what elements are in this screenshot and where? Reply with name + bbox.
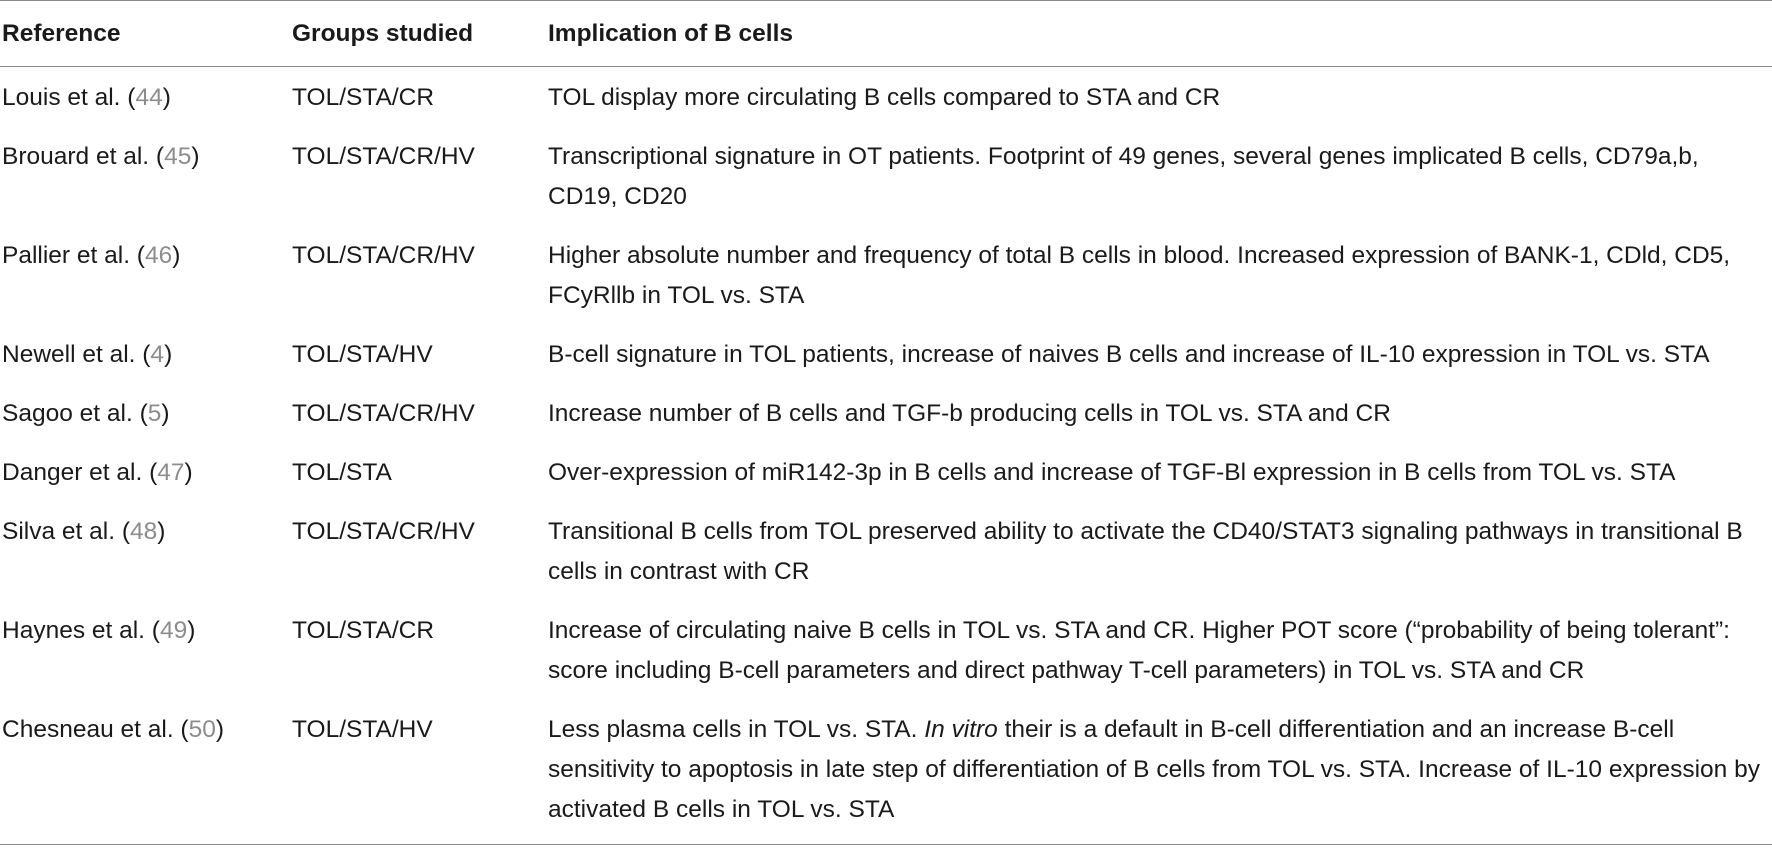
table-header: Reference Groups studied Implication of …: [0, 0, 1772, 67]
header-reference: Reference: [2, 19, 121, 47]
reference-cell: Brouard et al. (45): [0, 126, 292, 225]
reference-link[interactable]: 44: [135, 84, 163, 111]
header-implication: Implication of B cells: [548, 19, 794, 47]
author-text: Newell et al. (: [2, 341, 151, 368]
reference-cell: Louis et al. (44): [0, 67, 292, 127]
implication-text: Less plasma cells in TOL vs. STA.: [548, 716, 925, 743]
groups-cell: TOL/STA/CR/HV: [292, 143, 475, 170]
table-row: Sagoo et al. (5) TOL/STA/CR/HV Increase …: [0, 383, 1772, 442]
groups-cell: TOL/STA/CR: [292, 617, 435, 644]
groups-cell: TOL/STA/CR/HV: [292, 242, 475, 269]
implication-cell: Increase number of B cells and TGF-b pro…: [548, 400, 1391, 427]
ref-close: ): [161, 400, 170, 427]
implication-cell: Transitional B cells from TOL preserved …: [548, 518, 1743, 585]
implication-text: their is a default in B-cell differentia…: [548, 716, 1760, 823]
author-text: Haynes et al. (: [2, 617, 160, 644]
reference-link[interactable]: 48: [130, 518, 158, 545]
reference-link[interactable]: 47: [157, 459, 185, 486]
reference-cell: Silva et al. (48): [0, 501, 292, 600]
reference-link[interactable]: 4: [150, 341, 165, 368]
reference-link[interactable]: 46: [144, 242, 173, 269]
groups-cell: TOL/STA: [292, 459, 392, 486]
reference-cell: Sagoo et al. (5): [0, 383, 292, 442]
implication-cell: Higher absolute number and frequency of …: [548, 242, 1731, 309]
table-row: Louis et al. (44) TOL/STA/CR TOL display…: [0, 67, 1772, 127]
groups-cell: TOL/STA/CR/HV: [292, 518, 475, 545]
reference-cell: Chesneau et al. (50): [0, 699, 292, 845]
ref-close: ): [162, 84, 171, 111]
author-text: Chesneau et al. (: [2, 716, 189, 743]
ref-close: ): [172, 242, 181, 269]
table-row: Newell et al. (4) TOL/STA/HV B-cell sign…: [0, 324, 1772, 383]
author-text: Pallier et al. (: [2, 242, 145, 269]
ref-close: ): [187, 617, 196, 644]
reference-link[interactable]: 45: [164, 143, 192, 170]
reference-cell: Newell et al. (4): [0, 324, 292, 383]
ref-close: ): [184, 459, 193, 486]
implication-cell: B-cell signature in TOL patients, increa…: [548, 341, 1710, 368]
reference-link[interactable]: 50: [188, 716, 216, 743]
implication-cell: Less plasma cells in TOL vs. STA. In vit…: [544, 699, 1772, 845]
reference-cell: Pallier et al. (46): [0, 225, 292, 324]
ref-close: ): [157, 518, 166, 545]
implication-cell: Over-expression of miR142-3p in B cells …: [548, 459, 1676, 486]
implication-cell: Transcriptional signature in OT patients…: [548, 143, 1699, 210]
author-text: Louis et al. (: [2, 84, 136, 111]
table-row: Silva et al. (48) TOL/STA/CR/HV Transiti…: [0, 501, 1772, 600]
author-text: Danger et al. (: [2, 459, 158, 486]
header-row: Reference Groups studied Implication of …: [0, 0, 1772, 67]
table-row: Chesneau et al. (50) TOL/STA/HV Less pla…: [0, 699, 1772, 845]
author-text: Sagoo et al. (: [2, 400, 148, 427]
reference-cell: Haynes et al. (49): [0, 600, 292, 699]
implication-italic-text: In vitro: [924, 716, 998, 743]
header-groups-studied: Groups studied: [292, 19, 474, 47]
ref-close: ): [215, 716, 225, 743]
groups-cell: TOL/STA/HV: [292, 341, 433, 368]
reference-link[interactable]: 49: [159, 617, 188, 644]
author-text: Brouard et al. (: [2, 143, 165, 170]
reference-link[interactable]: 5: [147, 400, 162, 427]
implication-cell: TOL display more circulating B cells com…: [548, 84, 1221, 111]
table-row: Haynes et al. (49) TOL/STA/CR Increase o…: [0, 600, 1772, 699]
table-row: Pallier et al. (46) TOL/STA/CR/HV Higher…: [0, 225, 1772, 324]
ref-close: ): [191, 143, 200, 170]
implication-cell: Increase of circulating naive B cells in…: [548, 617, 1730, 684]
author-text: Silva et al. (: [2, 518, 130, 545]
table-body: Louis et al. (44) TOL/STA/CR TOL display…: [0, 67, 1772, 845]
ref-close: ): [164, 341, 173, 368]
groups-cell: TOL/STA/CR: [292, 84, 435, 111]
groups-cell: TOL/STA/CR/HV: [292, 400, 475, 427]
groups-cell: TOL/STA/HV: [292, 699, 544, 845]
table-row: Danger et al. (47) TOL/STA Over-expressi…: [0, 442, 1772, 501]
table-row: Brouard et al. (45) TOL/STA/CR/HV Transc…: [0, 126, 1772, 225]
reference-cell: Danger et al. (47): [0, 442, 292, 501]
